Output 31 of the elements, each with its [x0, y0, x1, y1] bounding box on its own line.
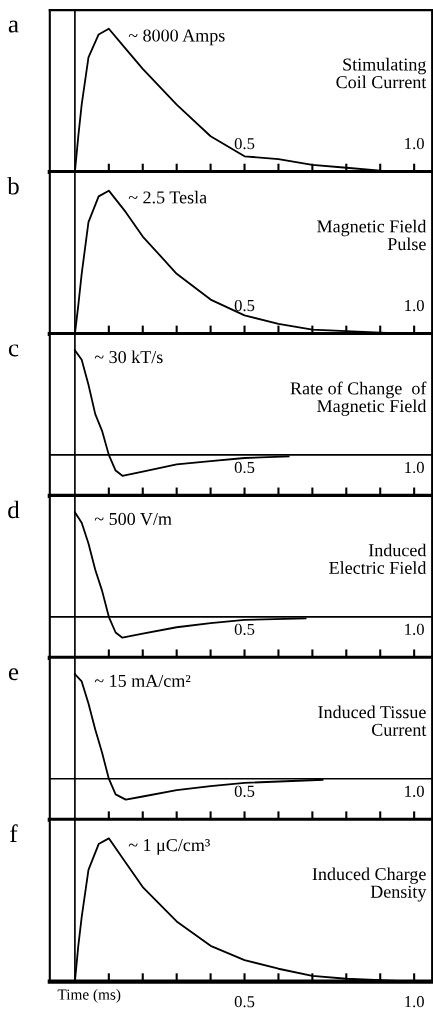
annotation: Induced Charge Density — [312, 867, 427, 902]
annotation: Induced Electric Field — [329, 543, 427, 574]
annotation: ~ 1 μC/cm³ — [128, 839, 210, 855]
annotation: ~ 30 kT/s — [94, 350, 163, 364]
x-tick-label: 1.0 — [405, 299, 424, 312]
chart-title: e — [8, 668, 19, 681]
chart-title: f — [10, 824, 18, 842]
x-tick-label: 0.5 — [234, 137, 255, 150]
chart-title: c — [8, 344, 19, 357]
x-tick-label: 1.0 — [405, 623, 424, 636]
annotation: ~ 15 mA/cm² — [94, 674, 191, 687]
annotation: ~ 500 V/m — [94, 512, 172, 526]
x-tick-label: 1.0 — [405, 461, 424, 474]
chart-title: b — [7, 176, 19, 195]
annotation: Rate of Change of Magnetic Field — [290, 381, 427, 416]
x-tick-label: 1.0 — [405, 785, 424, 797]
x-tick-label: 0.5 — [234, 623, 255, 636]
annotation: ~ 8000 Amps — [128, 29, 225, 46]
x-tick-label: 0.5 — [234, 299, 255, 312]
x-tick-label: 1.0 — [405, 996, 424, 1008]
annotation: Stimulating Coil Current — [336, 57, 427, 89]
x-tick-label: 0.5 — [234, 996, 255, 1008]
chart-title: d — [8, 500, 20, 519]
annotation: Induced Tissue Current — [318, 705, 427, 736]
x-tick-label: 0.5 — [234, 785, 255, 797]
annotation: Magnetic Field Pulse — [317, 219, 427, 251]
x-tick-label: 1.0 — [405, 137, 424, 150]
chart-title: a — [8, 20, 19, 33]
x-tick-label: 0.5 — [234, 461, 255, 474]
x-axis-title: Time (ms) — [57, 988, 121, 1003]
annotation: ~ 2.5 Tesla — [128, 190, 207, 204]
